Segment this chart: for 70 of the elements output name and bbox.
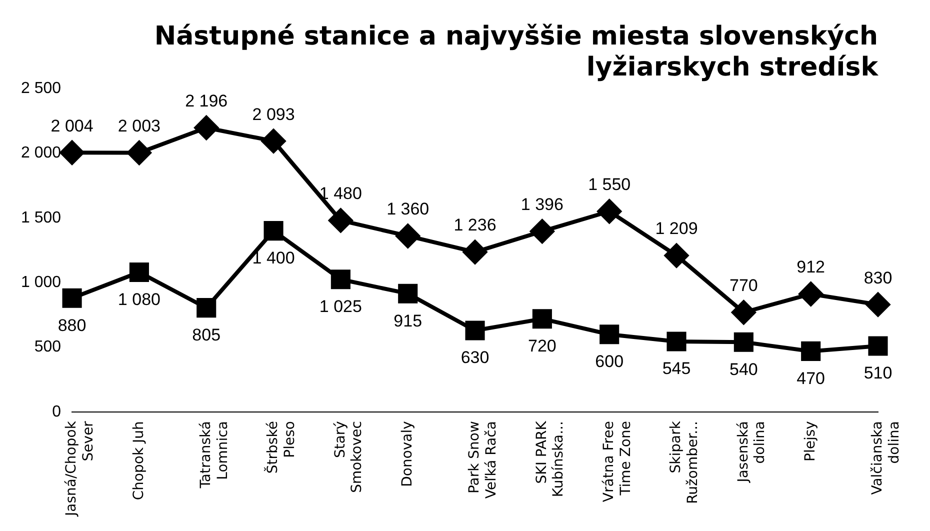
point	[328, 208, 353, 232]
x-tick-label: SKI PARK Kubínska...	[534, 420, 567, 498]
data-label: 510	[864, 364, 892, 383]
point	[330, 270, 350, 290]
x-tick-label: Chopok Juh	[130, 421, 147, 500]
point	[600, 324, 620, 344]
point	[532, 309, 552, 329]
data-label: 720	[528, 336, 556, 356]
x-tick-label: Starý Smokovec	[332, 421, 366, 493]
data-label: 880	[58, 316, 86, 335]
data-label: 600	[595, 352, 624, 372]
point	[194, 116, 218, 140]
x-tick-label: Valčianska dolina	[870, 421, 902, 495]
point	[127, 140, 152, 165]
data-label: 1 550	[588, 175, 631, 194]
data-label: 2 093	[252, 104, 295, 124]
x-tick-label: Donovaly	[399, 421, 416, 487]
y-tick-label: 0	[52, 403, 62, 420]
data-label: 540	[729, 360, 758, 379]
point	[798, 282, 823, 306]
chart-title: Nástupné stanice a najvyššie miesta slovenských lyžiarskych stredísk	[154, 21, 879, 83]
x-tick-label: Tatranská Lomnica	[198, 421, 231, 490]
point	[262, 129, 286, 154]
point	[664, 244, 689, 268]
point	[465, 320, 485, 340]
point	[597, 199, 622, 224]
point	[396, 224, 420, 248]
data-label: 770	[729, 276, 758, 296]
y-tick-label: 2 000	[20, 144, 62, 162]
x-tick-label: Skipark Ružomber...	[668, 420, 701, 504]
data-label: 1 396	[520, 195, 564, 214]
x-tick-label: Park Snow Veľká Rača	[466, 421, 500, 499]
point	[398, 284, 418, 304]
point	[530, 219, 554, 244]
data-label: 1 360	[386, 200, 430, 219]
point	[129, 262, 149, 282]
data-label: 2 003	[118, 116, 160, 136]
point	[196, 298, 216, 318]
data-label: 2 004	[50, 116, 94, 136]
data-label: 915	[394, 311, 422, 330]
data-label: 830	[864, 268, 892, 288]
y-tick-label: 500	[34, 338, 62, 356]
point	[866, 292, 890, 317]
data-label: 545	[662, 359, 691, 378]
y-tick-label: 1 500	[20, 209, 62, 226]
point	[868, 336, 888, 356]
data-label: 1 025	[319, 297, 362, 316]
point	[62, 288, 82, 308]
point	[264, 221, 284, 241]
y-tick-label: 2 500	[20, 80, 62, 97]
point	[732, 300, 756, 324]
data-label: 2 196	[185, 91, 228, 110]
data-label: 912	[796, 258, 826, 277]
data-label: 1 209	[655, 219, 698, 238]
data-label: 630	[460, 348, 490, 368]
x-tick-label: Vrátna Free Time Zone	[600, 421, 634, 502]
point	[734, 332, 754, 352]
point	[801, 341, 821, 361]
data-label: 470	[796, 368, 826, 388]
y-tick-label: 1 000	[20, 274, 62, 291]
point	[666, 332, 686, 352]
x-tick-label: Jasenská dolina	[735, 421, 768, 484]
x-tick-label: Plejsy	[802, 421, 818, 462]
data-label: 805	[192, 326, 221, 345]
point	[463, 240, 488, 264]
data-label: 1 236	[454, 216, 496, 235]
point	[60, 140, 84, 165]
data-label: 1 080	[118, 290, 160, 309]
x-tick-label: Jasná/Chopok Sever	[64, 420, 96, 518]
x-tick-label: Štrbské Pleso	[264, 421, 298, 474]
